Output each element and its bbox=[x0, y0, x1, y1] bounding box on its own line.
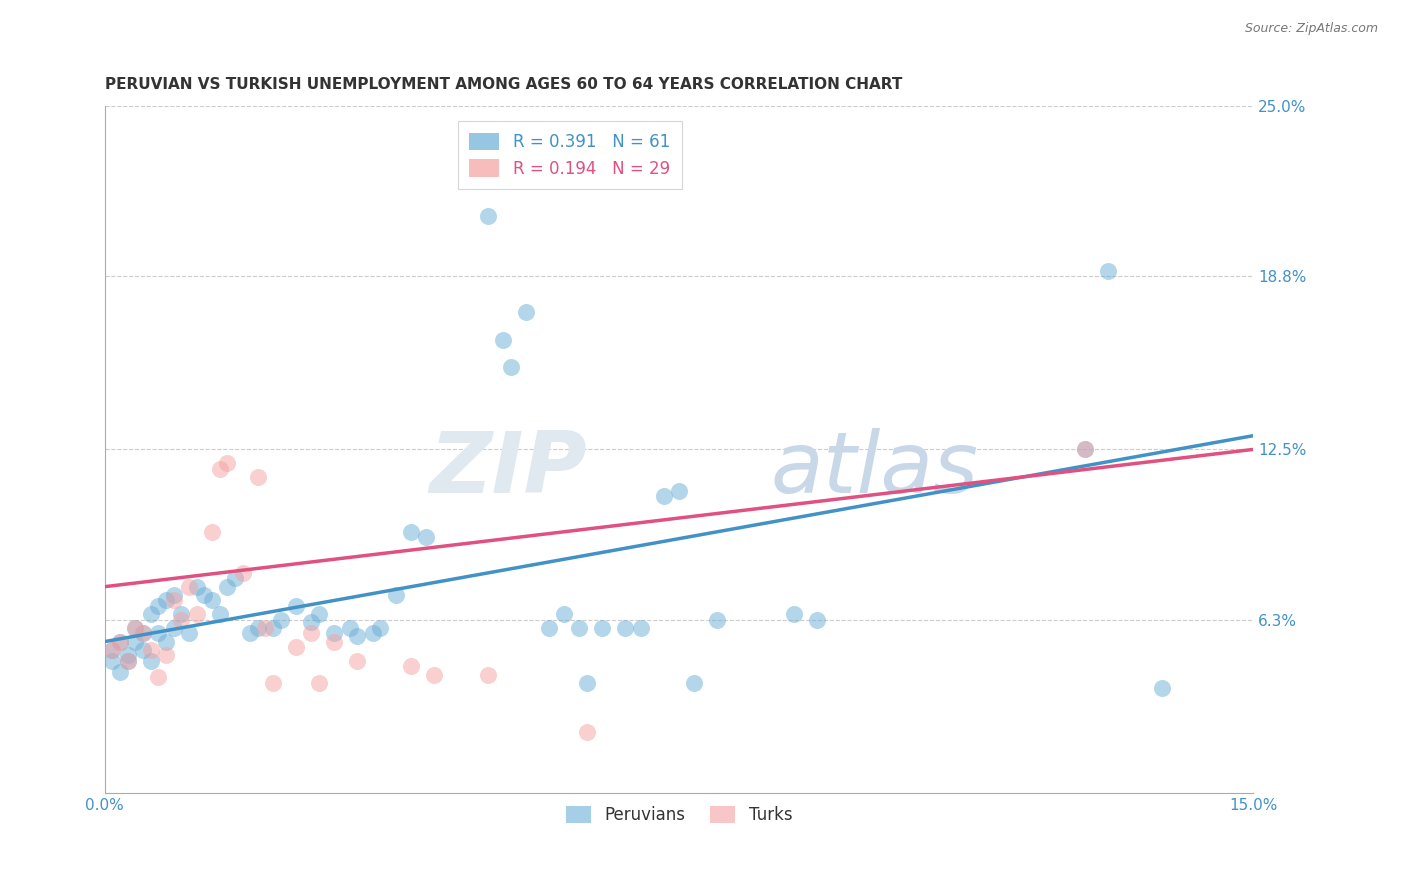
Point bbox=[108, 665, 131, 679]
Point bbox=[148, 670, 170, 684]
Point bbox=[591, 621, 613, 635]
Point bbox=[614, 621, 637, 635]
Point bbox=[208, 461, 231, 475]
Point bbox=[224, 571, 246, 585]
Point bbox=[308, 675, 330, 690]
Point bbox=[301, 626, 323, 640]
Point bbox=[415, 530, 437, 544]
Point bbox=[132, 643, 155, 657]
Point bbox=[499, 359, 522, 374]
Point bbox=[101, 643, 124, 657]
Point bbox=[155, 648, 177, 663]
Point bbox=[124, 621, 146, 635]
Point bbox=[155, 634, 177, 648]
Point bbox=[568, 621, 591, 635]
Point bbox=[806, 613, 828, 627]
Point bbox=[132, 626, 155, 640]
Point bbox=[177, 626, 200, 640]
Point bbox=[177, 580, 200, 594]
Point bbox=[370, 621, 392, 635]
Point bbox=[239, 626, 262, 640]
Point bbox=[139, 654, 162, 668]
Point bbox=[285, 640, 308, 654]
Point bbox=[208, 607, 231, 622]
Point bbox=[254, 621, 277, 635]
Point bbox=[399, 524, 422, 539]
Point bbox=[576, 725, 599, 739]
Point bbox=[162, 593, 184, 607]
Point bbox=[186, 607, 208, 622]
Point bbox=[162, 621, 184, 635]
Point bbox=[270, 613, 292, 627]
Point bbox=[148, 626, 170, 640]
Point bbox=[217, 456, 239, 470]
Point bbox=[262, 675, 284, 690]
Point bbox=[186, 580, 208, 594]
Point bbox=[246, 621, 269, 635]
Point bbox=[108, 634, 131, 648]
Point bbox=[193, 588, 215, 602]
Point bbox=[630, 621, 652, 635]
Point bbox=[217, 580, 239, 594]
Point bbox=[308, 607, 330, 622]
Title: PERUVIAN VS TURKISH UNEMPLOYMENT AMONG AGES 60 TO 64 YEARS CORRELATION CHART: PERUVIAN VS TURKISH UNEMPLOYMENT AMONG A… bbox=[104, 78, 903, 93]
Point bbox=[346, 629, 368, 643]
Point bbox=[231, 566, 253, 580]
Point bbox=[1150, 681, 1173, 696]
Point bbox=[783, 607, 806, 622]
Point bbox=[346, 654, 368, 668]
Point bbox=[492, 333, 515, 347]
Point bbox=[117, 654, 139, 668]
Point bbox=[301, 615, 323, 630]
Point bbox=[339, 621, 361, 635]
Point bbox=[576, 675, 599, 690]
Point bbox=[477, 209, 499, 223]
Text: atlas: atlas bbox=[770, 428, 979, 511]
Point bbox=[117, 648, 139, 663]
Point bbox=[101, 643, 124, 657]
Point bbox=[124, 621, 146, 635]
Point bbox=[323, 626, 346, 640]
Point bbox=[162, 588, 184, 602]
Point bbox=[652, 489, 675, 503]
Point bbox=[1097, 264, 1119, 278]
Point bbox=[668, 483, 690, 498]
Point bbox=[139, 607, 162, 622]
Point bbox=[139, 643, 162, 657]
Point bbox=[201, 593, 224, 607]
Point bbox=[553, 607, 575, 622]
Text: ZIP: ZIP bbox=[429, 428, 588, 511]
Point bbox=[262, 621, 284, 635]
Point bbox=[384, 588, 406, 602]
Point bbox=[515, 305, 537, 319]
Point bbox=[683, 675, 706, 690]
Point bbox=[1074, 442, 1097, 457]
Point bbox=[1074, 442, 1097, 457]
Point bbox=[537, 621, 560, 635]
Point bbox=[117, 654, 139, 668]
Point bbox=[124, 634, 146, 648]
Point bbox=[108, 634, 131, 648]
Point bbox=[132, 626, 155, 640]
Legend: Peruvians, Turks: Peruvians, Turks bbox=[558, 797, 800, 832]
Point bbox=[423, 667, 446, 681]
Point bbox=[101, 654, 124, 668]
Point bbox=[323, 634, 346, 648]
Point bbox=[399, 659, 422, 673]
Point bbox=[285, 599, 308, 613]
Text: Source: ZipAtlas.com: Source: ZipAtlas.com bbox=[1244, 22, 1378, 36]
Point bbox=[201, 524, 224, 539]
Point bbox=[246, 470, 269, 484]
Point bbox=[148, 599, 170, 613]
Point bbox=[155, 593, 177, 607]
Point bbox=[706, 613, 728, 627]
Point bbox=[170, 613, 193, 627]
Point bbox=[361, 626, 384, 640]
Point bbox=[477, 667, 499, 681]
Point bbox=[170, 607, 193, 622]
